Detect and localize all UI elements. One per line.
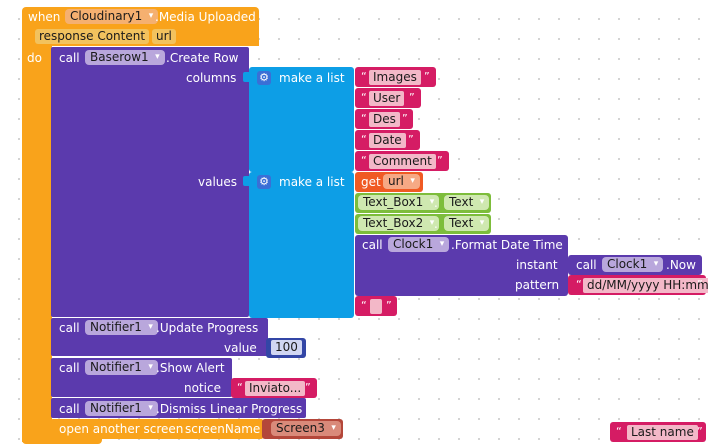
columns-list-connector	[243, 72, 250, 82]
open-screen-label: open another screen	[59, 422, 184, 436]
show-alert-method: .Show Alert	[156, 361, 225, 375]
event-name: .Media Uploaded	[155, 10, 256, 24]
quote-close-icon: ”	[409, 91, 415, 104]
progress-number-value[interactable]: 100	[271, 340, 302, 355]
notice-text-value[interactable]: Inviato...	[245, 381, 306, 396]
create-row-block[interactable]	[51, 47, 249, 317]
values-list-gear-icon[interactable]: ⚙	[257, 175, 271, 189]
format-method: .Format Date Time	[451, 238, 563, 252]
quote-close-icon: ”	[402, 112, 408, 125]
dismiss-component-dropdown[interactable]: Notifier1	[85, 401, 158, 416]
quote-open-icon: “	[576, 278, 582, 291]
values-make-list-block[interactable]	[249, 172, 354, 318]
show-alert-component-dropdown[interactable]: Notifier1	[85, 360, 158, 375]
quote-close-icon: ”	[305, 381, 311, 394]
pattern-text-value[interactable]: dd/MM/yyyy HH:mm	[583, 278, 708, 293]
create-row-component-dropdown[interactable]: Baserow1	[85, 50, 165, 65]
quote-open-icon: “	[237, 381, 243, 394]
create-row-method: .Create Row	[166, 51, 239, 65]
event-block-bottom	[22, 438, 102, 444]
quote-close-icon: ”	[697, 425, 703, 438]
values-list-label: make a list	[279, 175, 345, 189]
update-progress-method: .Update Progress	[156, 321, 259, 335]
event-component-dropdown[interactable]: Cloudinary1	[65, 9, 159, 24]
quote-close-icon: ”	[424, 70, 430, 83]
get-keyword: get	[361, 175, 381, 189]
now-call-keyword: call	[576, 258, 597, 272]
column-text-value[interactable]: Images	[369, 70, 421, 85]
update-progress-call-keyword: call	[59, 321, 80, 335]
format-call-keyword: call	[362, 238, 383, 252]
open-screen-block[interactable]	[51, 419, 263, 439]
create-row-call-keyword: call	[59, 51, 80, 65]
values-list-connector	[243, 176, 250, 186]
column-text-value[interactable]: Des	[369, 112, 400, 127]
quote-open-icon: “	[361, 133, 367, 146]
textbox2-dot: .	[434, 217, 438, 231]
empty-text-value[interactable]	[370, 299, 382, 314]
quote-close-icon: ”	[386, 299, 392, 312]
textbox2-component-dropdown[interactable]: Text_Box2	[358, 216, 440, 231]
format-component-dropdown[interactable]: Clock1	[388, 237, 450, 252]
format-pattern-label: pattern	[515, 278, 560, 292]
create-row-columns-label: columns	[186, 71, 237, 85]
textbox2-property-dropdown[interactable]: Text	[444, 216, 490, 231]
column-text-value[interactable]: Date	[369, 133, 406, 148]
update-progress-value-label: value	[224, 341, 257, 355]
column-text-value[interactable]: User	[369, 91, 405, 106]
quote-open-icon: “	[616, 425, 622, 438]
column-text-value[interactable]: Comment	[369, 154, 436, 169]
open-screen-param-label: screenName	[185, 422, 261, 436]
event-param-response-content[interactable]: response Content	[35, 29, 150, 44]
format-instant-label: instant	[516, 258, 558, 272]
quote-close-icon: ”	[697, 278, 703, 291]
event-do-keyword: do	[27, 51, 42, 65]
now-method: .Now	[666, 258, 696, 272]
event-when-keyword: when	[28, 10, 61, 24]
quote-close-icon: ”	[408, 133, 414, 146]
textbox1-dot: .	[434, 196, 438, 210]
event-block-left-arm	[22, 46, 52, 442]
last-name-text-value[interactable]: Last name	[627, 425, 698, 440]
show-alert-notice-label: notice	[184, 381, 221, 395]
event-param-url[interactable]: url	[152, 29, 176, 44]
quote-open-icon: “	[361, 299, 367, 312]
now-component-dropdown[interactable]: Clock1	[602, 257, 664, 272]
update-progress-component-dropdown[interactable]: Notifier1	[85, 320, 158, 335]
quote-open-icon: “	[361, 70, 367, 83]
quote-open-icon: “	[361, 91, 367, 104]
show-alert-call-keyword: call	[59, 361, 80, 375]
dismiss-call-keyword: call	[59, 402, 80, 416]
quote-open-icon: “	[361, 112, 367, 125]
create-row-values-label: values	[198, 175, 238, 189]
get-variable-dropdown[interactable]: url	[383, 174, 420, 189]
textbox1-property-dropdown[interactable]: Text	[444, 195, 490, 210]
screen-name-dropdown[interactable]: Screen3	[271, 421, 341, 436]
columns-list-gear-icon[interactable]: ⚙	[257, 71, 271, 85]
quote-close-icon: ”	[437, 154, 443, 167]
quote-open-icon: “	[361, 154, 367, 167]
columns-list-label: make a list	[279, 71, 345, 85]
textbox1-component-dropdown[interactable]: Text_Box1	[358, 195, 440, 210]
dismiss-method: .Dismiss Linear Progress	[156, 402, 303, 416]
